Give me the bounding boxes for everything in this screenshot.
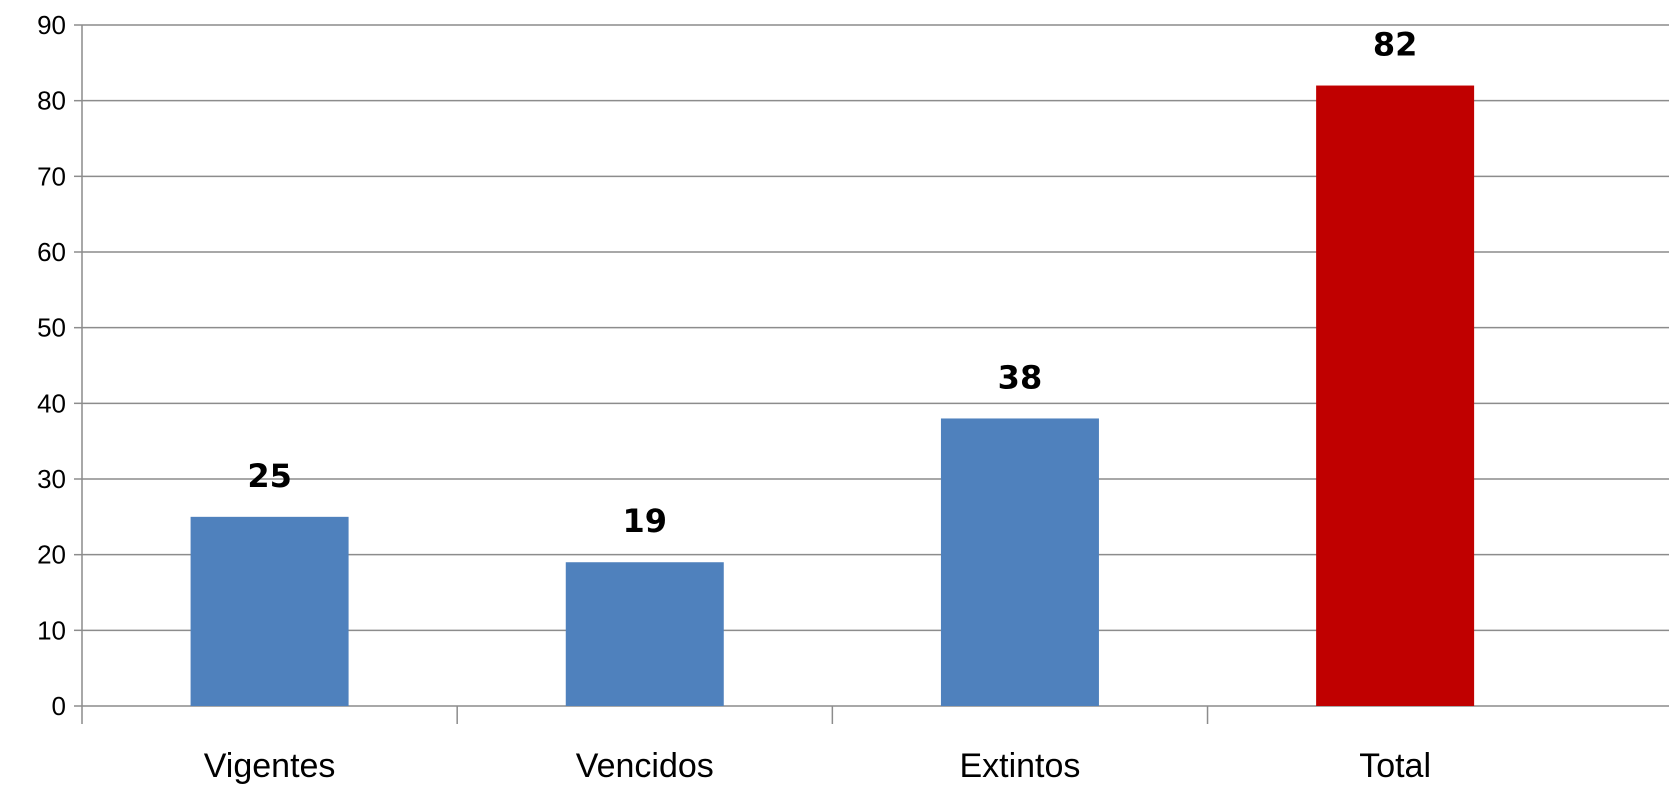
bar-vencidos (565, 562, 724, 706)
data-label-vigentes: 25 (247, 457, 292, 495)
data-labels: 25 19 38 82 (247, 26, 1417, 541)
y-tick-label: 30 (37, 464, 66, 494)
y-tick-label: 50 (37, 313, 66, 343)
y-tick-label: 60 (37, 237, 66, 267)
category-label-vencidos: Vencidos (576, 747, 714, 785)
bar-vigentes (190, 516, 349, 706)
bar-extintos (940, 418, 1099, 706)
y-tick-label: 10 (37, 615, 66, 645)
y-tick-label: 40 (37, 388, 66, 418)
y-tick-label: 70 (37, 161, 66, 191)
y-tick-label: 90 (37, 10, 66, 40)
bar-total (1316, 85, 1475, 707)
x-axis-category-labels: Vigentes Vencidos Extintos Total (204, 747, 1431, 785)
y-tick-label: 20 (37, 540, 66, 570)
y-axis-tick-labels: 0 10 20 30 40 50 60 70 80 90 (37, 10, 66, 721)
category-label-extintos: Extintos (959, 747, 1080, 785)
data-label-extintos: 38 (998, 358, 1043, 396)
bars (190, 85, 1475, 707)
y-tick-label: 80 (37, 86, 66, 116)
category-label-total: Total (1359, 747, 1431, 785)
y-tick-label: 0 (52, 691, 66, 721)
category-label-vigentes: Vigentes (204, 747, 336, 785)
data-label-vencidos: 19 (623, 502, 668, 540)
data-label-total: 82 (1373, 26, 1418, 64)
